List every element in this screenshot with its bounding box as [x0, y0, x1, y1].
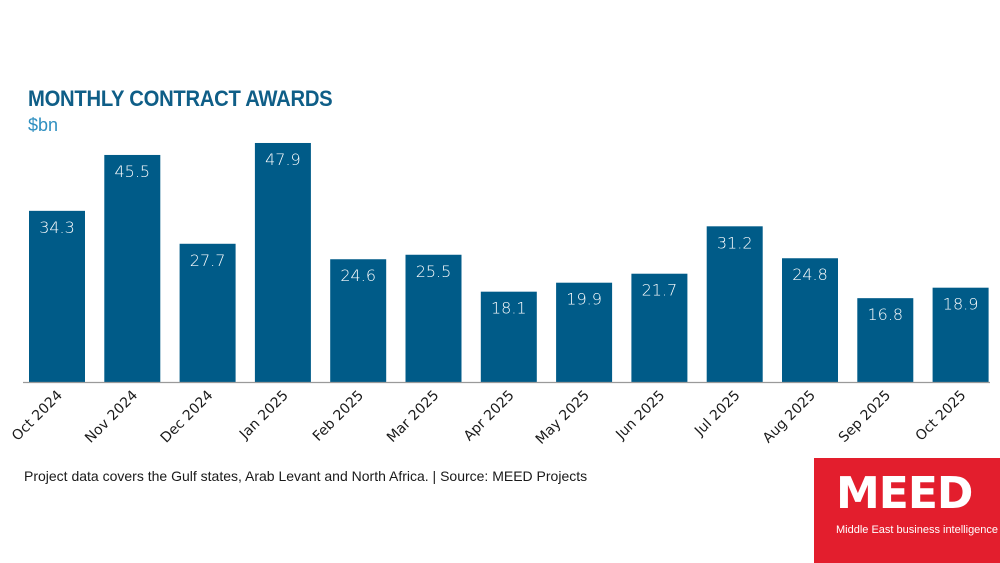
x-tick-label: Jun 2025: [612, 388, 668, 444]
bar-value-label: 18.1: [491, 299, 527, 318]
x-tick-label: Mar 2025: [384, 388, 442, 446]
bar-jan-2025: [254, 142, 311, 382]
chart-title: MONTHLY CONTRACT AWARDS: [28, 86, 333, 111]
bar-value-label: 19.9: [566, 290, 602, 309]
x-tick-label: Feb 2025: [310, 388, 367, 445]
bar-value-label: 27.7: [190, 251, 226, 270]
bar-value-label: 47.9: [265, 150, 301, 169]
bar-nov-2024: [104, 154, 161, 382]
x-tick-label: Apr 2025: [461, 388, 518, 445]
bar-oct-2025: [932, 287, 989, 382]
bar-value-label: 25.5: [416, 262, 452, 281]
bar-value-label: 16.8: [867, 305, 903, 324]
bar-feb-2025: [330, 259, 387, 382]
x-tick-label: Nov 2024: [82, 387, 141, 446]
x-tick-label: Dec 2024: [158, 387, 217, 446]
bar-may-2025: [556, 282, 613, 382]
bar-chart: 34.3 45.5 27.7 47.9 24.6 25.5 18.1 19.9 21.7 31.2…: [9, 142, 990, 448]
bar-value-label: 21.7: [642, 281, 678, 300]
logo-wordmark: MEED: [836, 468, 973, 519]
source-footnote: Project data covers the Gulf states, Ara…: [24, 468, 588, 484]
x-tick-label: Aug 2025: [760, 388, 819, 447]
bar-value-label: 24.8: [792, 265, 828, 284]
bar-oct-2024: [29, 210, 85, 382]
x-tick-label: Oct 2024: [9, 387, 66, 444]
meed-logo: MEED Middle East business intelligence: [814, 458, 1000, 563]
x-tick-label: Oct 2025: [913, 388, 970, 445]
bar-value-label: 45.5: [114, 162, 150, 181]
bar-jun-2025: [631, 273, 688, 382]
bar-dec-2024: [179, 243, 236, 382]
bar-value-label: 24.6: [340, 266, 376, 285]
chart-unit-label: $bn: [28, 115, 59, 135]
bar-sep-2025: [857, 298, 914, 382]
x-tick-label: Jul 2025: [691, 388, 743, 440]
bar-value-label: 31.2: [717, 233, 753, 252]
x-tick-label: May 2025: [533, 388, 593, 448]
bar-apr-2025: [480, 291, 537, 382]
x-tick-label: Jan 2025: [236, 388, 292, 444]
logo-tagline: Middle East business intelligence: [836, 524, 999, 536]
bar-value-label: 18.9: [943, 295, 979, 314]
bar-mar-2025: [405, 254, 462, 382]
bar-value-label: 34.3: [39, 218, 75, 237]
x-tick-label: Sep 2025: [836, 388, 894, 446]
bar-aug-2025: [782, 258, 838, 382]
bar-jul-2025: [706, 226, 763, 382]
